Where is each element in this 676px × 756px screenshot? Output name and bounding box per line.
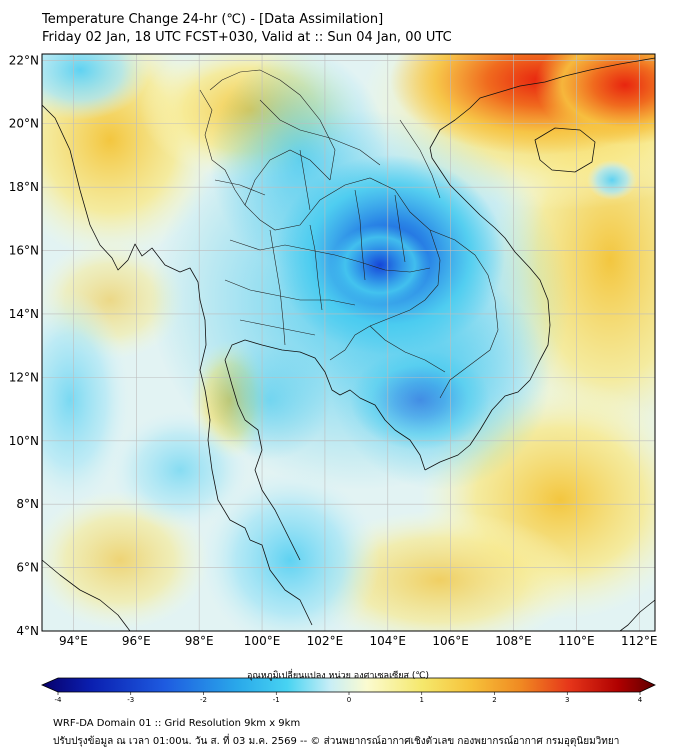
longitude-labels: 94°E 96°E 98°E 100°E 102°E 104°E 106°E 108°E 110… (59, 634, 658, 648)
colorbar-ticks: -4 -3 -2 -1 0 1 2 3 4 (55, 692, 643, 704)
lat-label: 10°N (9, 434, 39, 448)
lat-label: 22°N (9, 53, 39, 67)
lat-label: 4°N (16, 624, 39, 638)
coastlines (42, 57, 655, 631)
colorbar-tick-label: -2 (200, 696, 207, 704)
graticule (42, 54, 655, 632)
colorbar-tick-label: 2 (492, 696, 496, 704)
lon-label: 108°E (495, 634, 532, 648)
colorbar-tick-label: -4 (55, 696, 63, 704)
colorbar-tick-label: 1 (420, 696, 424, 704)
lon-label: 100°E (244, 634, 281, 648)
lon-label: 112°E (621, 634, 658, 648)
colorbar-tick-label: 0 (347, 696, 351, 704)
lat-label: 16°N (9, 244, 39, 258)
colorbar-tick-label: -3 (127, 696, 134, 704)
footer-model-info: WRF-DA Domain 01 :: Grid Resolution 9km … (53, 718, 301, 729)
footer-credit: ปรับปรุงข้อมูล ณ เวลา 01:00น. วัน ส. ที่… (53, 736, 620, 747)
lat-label: 12°N (9, 370, 39, 384)
colorbar-tick-label: 4 (638, 696, 643, 704)
lat-label: 20°N (9, 117, 39, 131)
map-subtitle: Friday 02 Jan, 18 UTC FCST+030, Valid at… (42, 30, 452, 45)
admin-borders (199, 69, 499, 399)
lon-label: 104°E (370, 634, 407, 648)
temperature-field (42, 54, 655, 631)
lon-label: 94°E (59, 634, 88, 648)
latitude-labels: 22°N 20°N 18°N 16°N 14°N 12°N 10°N 8°N 6°N 4°N (9, 53, 39, 638)
lat-label: 14°N (9, 307, 39, 321)
lat-label: 6°N (16, 561, 39, 575)
map-title: Temperature Change 24-hr (℃) - [Data Ass… (42, 12, 384, 27)
lon-label: 96°E (122, 634, 151, 648)
colorbar-tick-label: 3 (565, 696, 569, 704)
colorbar-tick-label: -1 (273, 696, 280, 704)
lon-label: 102°E (307, 634, 344, 648)
lat-label: 18°N (9, 180, 39, 194)
map-frame (41, 53, 656, 632)
lat-label: 8°N (16, 497, 39, 511)
lon-label: 106°E (432, 634, 469, 648)
lon-label: 110°E (558, 634, 595, 648)
lon-label: 98°E (185, 634, 214, 648)
colorbar-title: อุณหภูมิเปลี่ยนแปลง หน่วย องศาเซลเซียส (… (246, 671, 430, 681)
